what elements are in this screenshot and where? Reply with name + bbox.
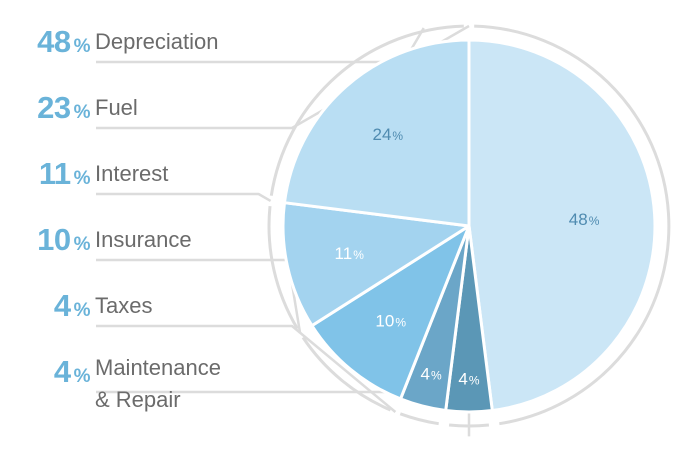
legend-label-line: Taxes: [95, 293, 153, 318]
legend-item: 11% Interest: [0, 156, 674, 196]
bracket-arc: [267, 205, 299, 330]
legend-label-line: Fuel: [95, 95, 138, 120]
legend-percent: 10%: [37, 222, 90, 263]
bracket-arc: [269, 24, 464, 196]
legend-item: 23% Fuel: [0, 90, 674, 130]
bracket-arc: [474, 24, 671, 426]
legend-item: 48% Depreciation: [0, 24, 674, 64]
legend-percent: 48%: [37, 24, 90, 65]
legend-label: Taxes: [95, 292, 152, 320]
legend-label-line: Maintenance: [95, 355, 221, 380]
legend-label: Depreciation: [95, 28, 219, 56]
legend-unit: %: [73, 366, 91, 387]
legend-percent: 4%: [53, 354, 91, 395]
legend-item: 10% Insurance: [0, 222, 674, 262]
legend-label: Maintenance & Repair: [95, 352, 221, 416]
pie-slice: [282, 38, 471, 228]
legend-label: Interest: [95, 160, 168, 188]
bracket-arc: [301, 336, 392, 412]
slice-label: 4%: [458, 370, 479, 389]
legend-label-line: Depreciation: [95, 29, 219, 54]
legend-unit: %: [73, 36, 91, 57]
legend-value: 10: [37, 222, 71, 257]
slice-label: 48%: [569, 210, 600, 229]
connector-rule: [96, 324, 397, 413]
legend-label-line: & Repair: [95, 387, 181, 412]
legend-percent: 23%: [37, 90, 90, 131]
legend-value: 4: [53, 354, 71, 389]
pie-slice: [281, 201, 471, 328]
connector-rule: [96, 192, 272, 202]
legend-percent: 4%: [53, 288, 91, 329]
legend-label: Insurance: [95, 226, 192, 254]
slice-label: 24%: [373, 125, 404, 144]
legend-unit: %: [73, 300, 91, 321]
legend-item: 4% Taxes: [0, 288, 674, 328]
legend-unit: %: [73, 102, 91, 123]
pie-slice: [310, 224, 471, 401]
bracket-arc: [399, 412, 439, 426]
legend-value: 23: [37, 90, 71, 125]
slice-label: 4%: [421, 365, 442, 384]
slice-label: 10%: [375, 312, 406, 331]
legend-item: 4% Maintenance & Repair: [0, 354, 674, 412]
legend-value: 4: [53, 288, 71, 323]
legend-label-line: Insurance: [95, 227, 192, 252]
legend-unit: %: [73, 234, 91, 255]
legend-label: Fuel: [95, 94, 138, 122]
slice-label: 11%: [335, 244, 365, 263]
pie-slice: [467, 38, 657, 413]
legend-percent: 11%: [38, 156, 91, 197]
legend-value: 48: [37, 24, 71, 59]
legend-label-line: Interest: [95, 161, 169, 186]
legend-unit: %: [73, 168, 91, 189]
legend-value: 11: [38, 156, 71, 191]
